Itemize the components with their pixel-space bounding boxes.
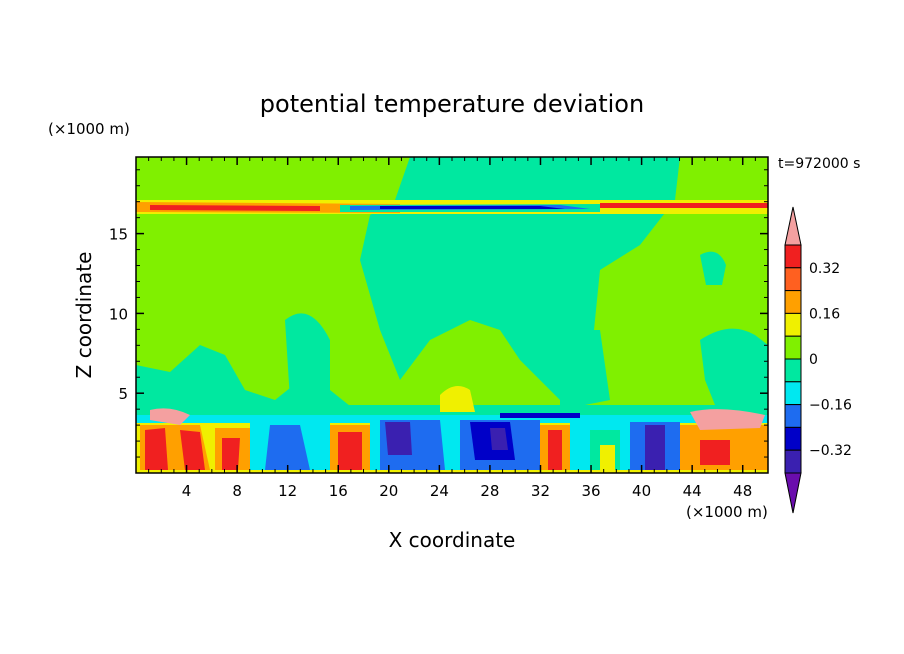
colorbar-label: −0.32 [809, 443, 852, 459]
colorbar-swatch [784, 335, 802, 360]
x-tick-label: 48 [733, 482, 752, 500]
x-tick-label: 40 [632, 482, 651, 500]
colorbar-swatch [784, 267, 802, 292]
y-axis-ticks: 5 10 15 [109, 169, 768, 458]
contour-field [136, 157, 768, 473]
colorbar-swatch [784, 449, 802, 474]
y-axis-label: Z coordinate [72, 252, 96, 379]
colorbar: 0.32 0.16 0 −0.16 −0.32 [784, 206, 852, 514]
x-tick-label: 8 [232, 482, 242, 500]
x-axis-label: X coordinate [389, 528, 516, 552]
colorbar-swatch [784, 381, 802, 406]
colorbar-label: 0 [809, 352, 818, 368]
y-tick-label: 5 [118, 385, 128, 403]
time-label: t=972000 s [778, 156, 860, 172]
y-unit-label: (×1000 m) [48, 120, 130, 138]
colorbar-swatch [784, 244, 802, 269]
colorbar-label: −0.16 [809, 398, 852, 414]
x-tick-label: 44 [683, 482, 702, 500]
colorbar-swatch [784, 404, 802, 428]
colorbar-extend-high [784, 206, 802, 246]
chart-title: potential temperature deviation [260, 90, 644, 118]
colorbar-swatch [784, 358, 802, 383]
x-tick-label: 36 [581, 482, 600, 500]
x-tick-label: 12 [278, 482, 297, 500]
colorbar-swatch [784, 312, 802, 337]
colorbar-swatch [784, 426, 802, 451]
colorbar-extend-low [784, 472, 802, 514]
y-tick-label: 10 [109, 305, 128, 323]
colorbar-swatch [784, 290, 802, 314]
x-unit-label: (×1000 m) [686, 503, 768, 521]
x-tick-label: 20 [379, 482, 398, 500]
x-tick-label: 32 [531, 482, 550, 500]
colorbar-label: 0.16 [809, 306, 840, 322]
colorbar-label: 0.32 [809, 261, 840, 277]
x-axis-ticks: 4 8 12 16 20 24 28 32 36 40 44 48 [148, 157, 756, 500]
x-tick-label: 24 [430, 482, 449, 500]
x-tick-label: 28 [480, 482, 499, 500]
x-tick-label: 16 [329, 482, 348, 500]
y-tick-label: 15 [109, 226, 128, 244]
x-tick-label: 4 [182, 482, 192, 500]
